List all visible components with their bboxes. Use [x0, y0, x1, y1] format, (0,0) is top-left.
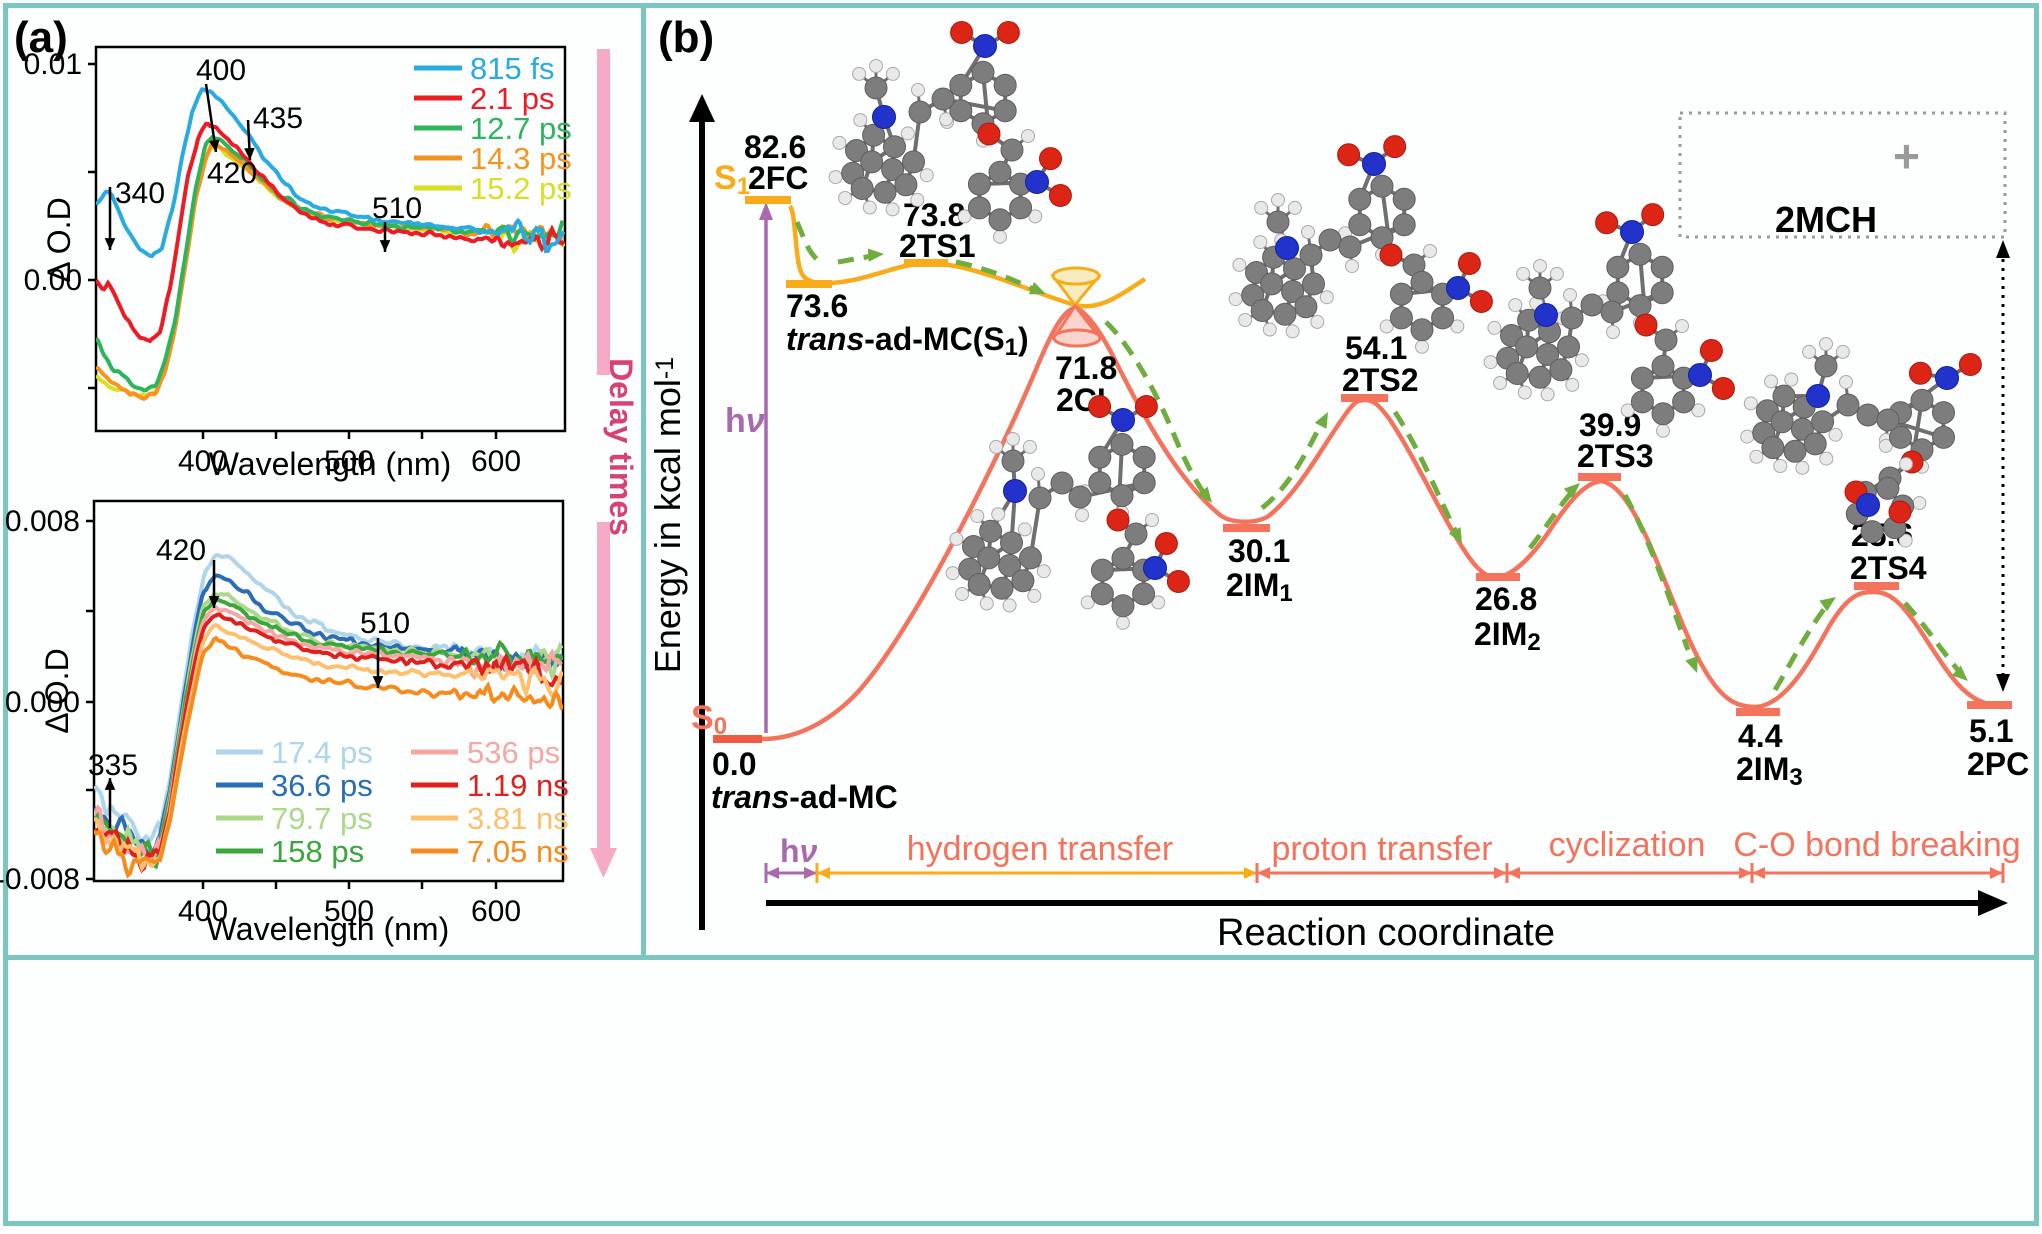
svg-text:7.05 ns: 7.05 ns [467, 834, 569, 869]
svg-text:158 ps: 158 ps [271, 834, 364, 869]
svg-text:600: 600 [471, 445, 521, 478]
svg-text:600: 600 [471, 895, 521, 928]
svg-text:510: 510 [372, 192, 422, 225]
svg-text:hν: hν [725, 402, 765, 440]
svg-text:Delay times: Delay times [603, 358, 639, 536]
svg-text:340: 340 [115, 177, 165, 210]
svg-text:Energy in kcal mol-1: Energy in kcal mol-1 [647, 357, 688, 673]
svg-text:2TS1: 2TS1 [899, 228, 975, 264]
svg-text:400: 400 [196, 54, 246, 87]
svg-text:1.19 ns: 1.19 ns [467, 768, 569, 803]
svg-text:54.1: 54.1 [1345, 330, 1407, 366]
svg-text:cyclization: cyclization [1549, 826, 1706, 864]
svg-text:Δ O.D: Δ O.D [39, 648, 75, 733]
svg-text:trans-ad-MC: trans-ad-MC [711, 779, 898, 815]
svg-text:-0.008: -0.008 [0, 863, 80, 896]
svg-text:Δ O.D: Δ O.D [41, 197, 77, 282]
svg-text:5.1: 5.1 [1969, 713, 2013, 749]
svg-text:+: + [1893, 130, 1920, 182]
svg-text:(b): (b) [658, 13, 714, 62]
svg-text:420: 420 [207, 157, 257, 190]
svg-text:Wavelength (nm): Wavelength (nm) [209, 446, 451, 482]
svg-text:Wavelength (nm): Wavelength (nm) [207, 911, 449, 947]
svg-text:30.1: 30.1 [1228, 533, 1290, 569]
svg-text:3.81 ns: 3.81 ns [467, 801, 569, 836]
svg-text:15.2 ps: 15.2 ps [470, 171, 572, 206]
svg-text:36.6 ps: 36.6 ps [271, 768, 373, 803]
svg-text:C-O bond breaking: C-O bond breaking [1733, 826, 2020, 864]
svg-text:0.01: 0.01 [24, 48, 82, 81]
svg-text:17.4 ps: 17.4 ps [271, 735, 373, 770]
svg-text:0.0: 0.0 [712, 746, 756, 782]
svg-text:71.8: 71.8 [1055, 350, 1117, 386]
svg-text:trans-ad-MC(S1): trans-ad-MC(S1) [786, 321, 1029, 361]
svg-text:73.6: 73.6 [786, 288, 848, 324]
svg-text:hydrogen transfer: hydrogen transfer [907, 830, 1174, 868]
svg-text:2FC: 2FC [748, 160, 808, 196]
svg-text:2MCH: 2MCH [1775, 199, 1877, 240]
svg-text:0.008: 0.008 [5, 505, 80, 538]
svg-text:2PC: 2PC [1967, 746, 2029, 782]
svg-text:510: 510 [360, 607, 410, 640]
svg-text:2TS3: 2TS3 [1577, 438, 1653, 474]
svg-text:536 ps: 536 ps [467, 735, 560, 770]
svg-text:435: 435 [253, 102, 303, 135]
svg-text:420: 420 [156, 534, 206, 567]
svg-text:79.7 ps: 79.7 ps [271, 801, 373, 836]
svg-text:2TS4: 2TS4 [1850, 550, 1927, 586]
svg-text:26.8: 26.8 [1475, 581, 1537, 617]
svg-text:Reaction coordinate: Reaction coordinate [1217, 912, 1555, 954]
svg-text:4.4: 4.4 [1738, 718, 1783, 754]
svg-text:proton transfer: proton transfer [1271, 830, 1492, 868]
svg-text:2TS2: 2TS2 [1342, 362, 1418, 398]
svg-text:hν: hν [780, 833, 818, 869]
svg-text:335: 335 [88, 749, 138, 782]
